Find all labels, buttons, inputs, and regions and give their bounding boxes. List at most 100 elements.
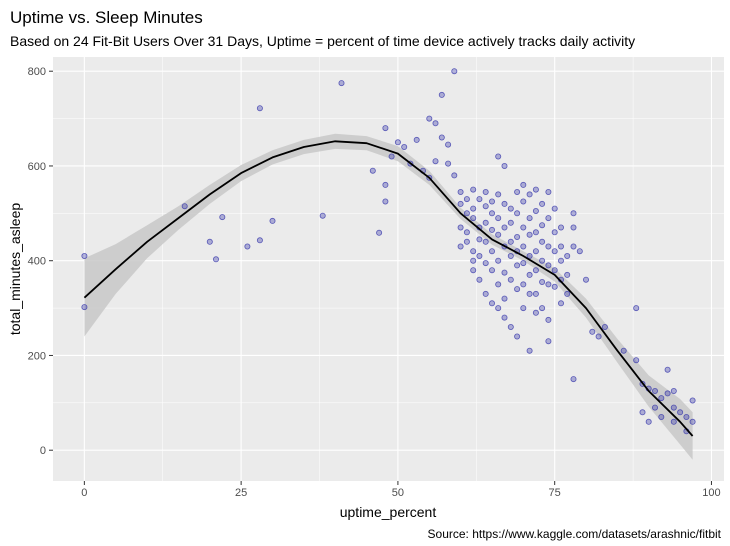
data-point: [488, 226, 495, 233]
data-point: [507, 276, 514, 283]
data-point: [633, 357, 640, 364]
data-point: [520, 198, 527, 205]
y-tick-label: 400: [28, 256, 46, 268]
data-point: [520, 243, 527, 250]
data-point: [652, 387, 659, 394]
data-point: [570, 376, 577, 383]
data-point: [633, 305, 640, 312]
data-point: [514, 188, 521, 195]
smooth-line: [83, 140, 694, 437]
data-point: [269, 217, 276, 224]
data-point: [463, 210, 470, 217]
data-point: [507, 323, 514, 330]
data-point: [457, 224, 464, 231]
data-point: [545, 215, 552, 222]
data-point: [532, 309, 539, 316]
data-point: [206, 238, 213, 245]
data-point: [382, 181, 389, 188]
data-point: [445, 141, 452, 148]
data-point: [488, 248, 495, 255]
data-point: [495, 191, 502, 198]
data-point: [545, 281, 552, 288]
data-point: [394, 139, 401, 146]
data-point: [463, 238, 470, 245]
data-point: [526, 252, 533, 259]
data-point: [514, 333, 521, 340]
data-point: [482, 219, 489, 226]
data-point: [551, 248, 558, 255]
chart-subtitle: Based on 24 Fit-Bit Users Over 31 Days, …: [10, 33, 635, 49]
data-point: [570, 224, 577, 231]
data-point: [488, 198, 495, 205]
data-point: [432, 120, 439, 127]
data-point: [689, 397, 696, 404]
trend-line: [83, 140, 694, 437]
data-point: [451, 68, 458, 75]
data-point: [670, 404, 677, 411]
data-point: [451, 172, 458, 179]
data-point: [658, 395, 665, 402]
data-point: [539, 257, 546, 264]
data-point: [532, 229, 539, 236]
data-point: [639, 409, 646, 416]
plot-panel: [53, 57, 724, 481]
data-point: [658, 413, 665, 420]
data-point: [564, 252, 571, 259]
data-point: [539, 200, 546, 207]
data-point: [501, 200, 508, 207]
data-point: [495, 257, 502, 264]
data-point: [501, 314, 508, 321]
chart-title: Uptime vs. Sleep Minutes: [10, 8, 203, 27]
data-point: [514, 286, 521, 293]
data-point: [426, 115, 433, 122]
data-point: [520, 224, 527, 231]
data-point: [470, 248, 477, 255]
data-point: [683, 413, 690, 420]
data-point: [438, 91, 445, 98]
data-point: [81, 252, 88, 259]
data-point: [470, 257, 477, 264]
data-point: [526, 271, 533, 278]
data-point: [438, 134, 445, 141]
data-point: [382, 198, 389, 205]
data-point: [558, 300, 565, 307]
data-point: [488, 267, 495, 274]
data-point: [532, 267, 539, 274]
data-point: [413, 136, 420, 143]
data-point: [507, 205, 514, 212]
data-point: [501, 295, 508, 302]
data-point: [482, 188, 489, 195]
data-point: [470, 205, 477, 212]
data-point: [570, 243, 577, 250]
data-point: [507, 219, 514, 226]
data-point: [551, 283, 558, 290]
data-point: [645, 418, 652, 425]
data-point: [520, 305, 527, 312]
data-point: [482, 290, 489, 297]
data-point: [432, 158, 439, 165]
chart-caption: Source: https://www.kaggle.com/datasets/…: [428, 527, 722, 541]
data-point: [583, 276, 590, 283]
data-point: [488, 300, 495, 307]
data-point: [495, 215, 502, 222]
data-point: [457, 188, 464, 195]
data-point: [81, 304, 88, 311]
data-point: [256, 105, 263, 112]
data-point: [470, 186, 477, 193]
data-point: [526, 215, 533, 222]
data-point: [689, 418, 696, 425]
data-point: [338, 80, 345, 87]
data-point: [501, 162, 508, 169]
y-tick-label: 800: [28, 66, 46, 78]
data-point: [476, 196, 483, 203]
data-point: [677, 409, 684, 416]
data-point: [652, 404, 659, 411]
data-point: [601, 323, 608, 330]
data-point: [558, 224, 565, 231]
data-point: [539, 222, 546, 229]
data-point: [589, 328, 596, 335]
x-tick-label: 0: [81, 487, 87, 499]
data-point: [532, 207, 539, 214]
y-tick-label: 200: [28, 350, 46, 362]
data-point: [244, 243, 251, 250]
